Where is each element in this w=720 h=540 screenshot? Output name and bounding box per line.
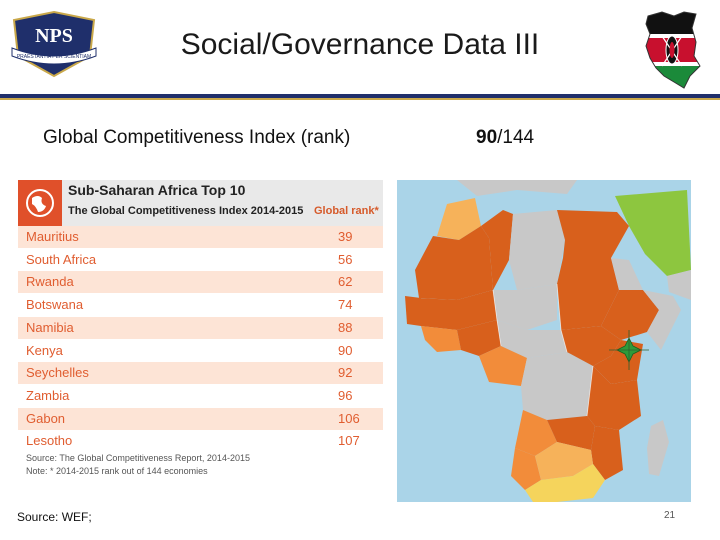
gci-label: Global Competitiveness Index (rank): [43, 127, 351, 148]
table-row: South Africa 56: [18, 248, 383, 271]
slide-source: Source: WEF;: [17, 510, 92, 524]
morocco-region: [437, 198, 481, 240]
table-row: Rwanda 62: [18, 271, 383, 294]
south-africa-region: [525, 464, 605, 502]
mozambique-region: [591, 426, 623, 480]
table-source: Source: The Global Competitiveness Repor…: [26, 453, 250, 463]
header-rule-navy: [0, 94, 720, 98]
page-number: 21: [664, 510, 676, 521]
table-row: Kenya 90: [18, 339, 383, 362]
kenya-flag-map-icon: [645, 11, 701, 89]
gci-total: /144: [497, 127, 535, 148]
zambia-region: [547, 416, 595, 450]
rank-cell: 56: [338, 251, 353, 267]
table-row: Lesotho 107: [18, 430, 383, 453]
country-cell: Botswana: [26, 297, 84, 313]
table-row: Namibia 88: [18, 316, 383, 339]
country-cell: Seychelles: [26, 365, 89, 381]
libya-region: [509, 210, 565, 290]
table-row: Botswana 74: [18, 294, 383, 317]
africa-gci-map: [397, 180, 691, 502]
ethiopia-region: [601, 290, 659, 340]
svg-text:PRAESTANTIA PER SCIENTIAM: PRAESTANTIA PER SCIENTIAM: [17, 54, 91, 60]
algeria-west-region: [415, 226, 493, 300]
country-cell: Kenya: [26, 342, 63, 358]
nps-logo: NPS PRAESTANTIA PER SCIENTIAM: [11, 10, 97, 78]
rank-cell: 74: [338, 297, 353, 313]
table-header: Sub-Saharan Africa Top 10 The Global Com…: [18, 180, 383, 226]
sudan-region: [557, 258, 619, 330]
table-subheading: The Global Competitiveness Index 2014-20…: [68, 205, 304, 217]
botswana-zimbabwe-region: [535, 442, 593, 480]
table-footnote: Note: * 2014-2015 rank out of 144 econom…: [26, 466, 208, 476]
gci-rank: 90: [476, 127, 498, 148]
globe-icon: [18, 180, 62, 226]
svg-text:NPS: NPS: [35, 25, 73, 47]
country-cell: Zambia: [26, 387, 70, 403]
egypt-region: [557, 210, 629, 258]
country-cell: Mauritius: [26, 229, 79, 244]
nigeria-region: [457, 320, 501, 356]
rank-cell: 92: [338, 365, 353, 381]
gci-value: 90/144: [476, 127, 534, 149]
table-row: Gabon 106: [18, 407, 383, 430]
tanzania-region: [587, 366, 641, 430]
table-heading: Sub-Saharan Africa Top 10: [68, 182, 246, 198]
table-row: Zambia 96: [18, 384, 383, 407]
madagascar-region: [647, 420, 669, 476]
rank-cell: 107: [338, 433, 360, 449]
country-cell: Namibia: [26, 319, 74, 335]
country-cell: Lesotho: [26, 433, 73, 449]
rank-cell: 96: [338, 387, 353, 403]
namibia-region: [511, 448, 541, 490]
rank-cell: 106: [338, 410, 360, 426]
cameroon-gabon-region: [479, 346, 527, 386]
table-row: Seychelles 92: [18, 362, 383, 385]
country-cell: Rwanda: [26, 274, 74, 290]
chad-region: [493, 284, 557, 330]
drc-region: [521, 352, 593, 420]
country-cell: South Africa: [26, 251, 97, 267]
country-cell: Gabon: [26, 410, 66, 426]
header-rule-gold: [0, 98, 720, 100]
rank-cell: 62: [338, 274, 353, 290]
kenya-star-marker: [609, 330, 649, 370]
ssa-top10-table: Sub-Saharan Africa Top 10 The Global Com…: [18, 180, 383, 482]
slide-title: Social/Governance Data III: [180, 28, 540, 61]
somalia-region: [643, 290, 681, 350]
rank-cell: 39: [338, 229, 353, 244]
table-row: Mauritius 39: [18, 226, 383, 248]
table-column-header: Global rank*: [314, 205, 379, 217]
car-region: [497, 320, 567, 358]
rank-cell: 90: [338, 342, 353, 358]
arabia-region: [615, 190, 691, 276]
angola-region: [515, 410, 557, 456]
rank-cell: 88: [338, 319, 353, 335]
